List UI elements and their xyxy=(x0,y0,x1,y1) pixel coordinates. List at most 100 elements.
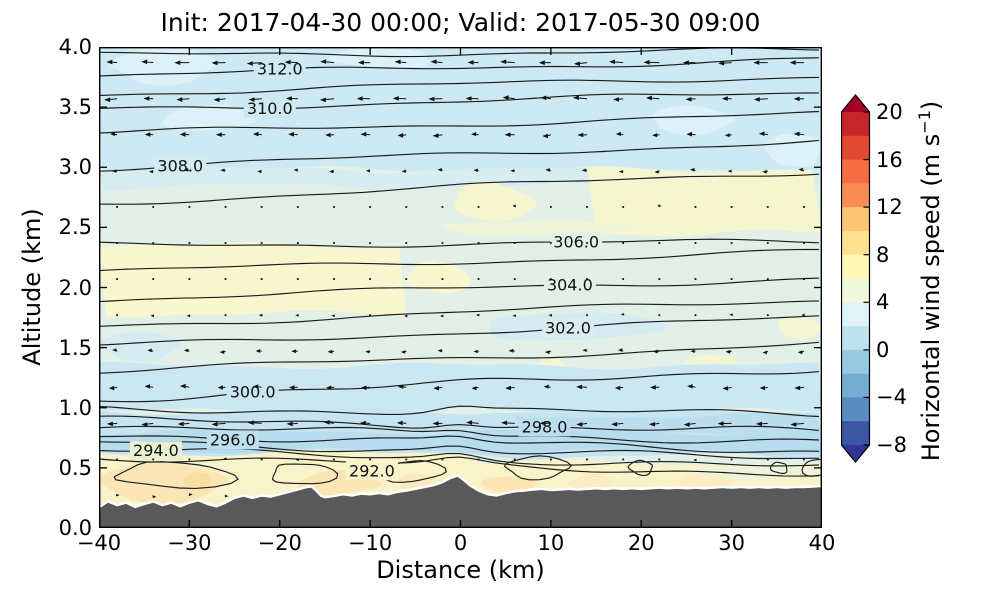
wind-arrow-dot xyxy=(803,278,805,280)
wind-arrow-dot xyxy=(730,458,733,461)
contour-cell-292 xyxy=(504,455,572,481)
wind-arrow-head xyxy=(794,385,801,391)
contour-cell-292 xyxy=(627,459,654,476)
colorbar-tick-label: 20 xyxy=(876,100,903,124)
wind-arrow-dot xyxy=(441,278,444,280)
wind-arrow-head xyxy=(104,97,111,103)
wind-arrow-dot xyxy=(549,242,552,244)
wind-arrow-dot xyxy=(369,458,372,461)
contour-label-bg xyxy=(345,461,398,481)
wind-arrow-shaft xyxy=(799,133,804,136)
colorbar-tick-label: 4 xyxy=(876,290,890,315)
wind-arrow-shaft xyxy=(764,133,768,136)
wind-arrow-head xyxy=(108,385,115,391)
y-tick-label: 3.0 xyxy=(58,155,92,180)
contour-label-bg xyxy=(243,99,296,119)
wind-arrow-dot xyxy=(694,314,697,317)
x-tick-label: 40 xyxy=(808,531,836,555)
wind-arrow-dot xyxy=(513,242,516,244)
wind-arrow-shaft xyxy=(796,422,804,425)
colorbar xyxy=(841,94,871,463)
wind-arrow-shaft xyxy=(115,350,118,352)
wind-speed-fill-region xyxy=(441,221,639,236)
wind-arrow-head xyxy=(325,132,331,138)
wind-speed-fill-region xyxy=(404,260,471,294)
y-tick-label: 1.5 xyxy=(58,335,92,360)
y-tick-label: 1.0 xyxy=(58,395,92,420)
wind-arrow-shaft xyxy=(472,422,479,424)
wind-arrow-shaft xyxy=(689,422,696,425)
colorbar-segment xyxy=(841,254,870,280)
wind-arrow-shaft xyxy=(654,422,660,425)
wind-arrow-head xyxy=(291,349,297,354)
wind-arrow-head xyxy=(758,131,765,136)
wind-arrow-head xyxy=(682,60,689,65)
wind-arrow-shaft xyxy=(476,386,479,389)
wind-arrow-head xyxy=(543,384,549,389)
wind-arrow-dot xyxy=(405,242,408,244)
wind-arrow-shaft xyxy=(441,169,443,172)
wind-arrow-head xyxy=(288,132,294,137)
contour-label: 312.0 xyxy=(257,60,303,79)
wind-arrow-shaft xyxy=(506,61,515,64)
contour-line-301 xyxy=(99,341,820,374)
wind-arrow-dot xyxy=(333,206,335,208)
wind-arrow-head xyxy=(500,59,507,64)
wind-arrow-shaft xyxy=(546,97,551,100)
wind-arrow-shaft xyxy=(151,350,154,352)
wind-arrow-head xyxy=(116,493,120,497)
wind-arrow-dot xyxy=(586,314,588,317)
contour-label-bg xyxy=(550,232,603,252)
plot-area: 312.0 310.0 308.0 306.0 304.0 302.0 300.0 298.0… xyxy=(99,47,822,528)
contour-label-bg xyxy=(154,156,207,176)
wind-arrow-dot xyxy=(405,206,408,208)
wind-arrow-shaft xyxy=(802,169,805,172)
wind-arrow-dot xyxy=(441,242,444,244)
wind-arrow-shaft xyxy=(617,422,624,425)
contour-label: 308.0 xyxy=(157,156,203,175)
wind-arrow-head xyxy=(762,350,767,355)
wind-arrow-head xyxy=(248,97,255,102)
wind-arrow-shaft xyxy=(547,134,552,137)
wind-arrow-head xyxy=(329,169,334,174)
wind-arrow-head xyxy=(433,385,439,391)
contour-label-bg xyxy=(129,441,182,461)
wind-arrow-head xyxy=(652,133,658,138)
wind-arrow-head xyxy=(183,348,189,353)
contour-line-297 xyxy=(99,425,820,444)
wind-arrow-head xyxy=(331,314,335,318)
wind-arrow-head xyxy=(793,131,800,137)
wind-speed-fill-region xyxy=(453,182,538,222)
wind-arrow-head xyxy=(466,420,473,425)
wind-arrow-head xyxy=(613,97,619,102)
wind-arrow-head xyxy=(179,383,186,389)
colorbar-segment xyxy=(841,373,870,399)
wind-arrow-shaft xyxy=(615,61,624,64)
wind-arrow-dot xyxy=(622,278,625,280)
wind-arrow-shaft xyxy=(114,133,118,136)
wind-arrow-dot xyxy=(622,458,625,461)
wind-arrow-dot xyxy=(260,458,263,461)
wind-arrow-shaft xyxy=(110,98,118,100)
wind-arrow-head xyxy=(106,59,113,65)
wind-arrow-head xyxy=(401,169,406,173)
wind-arrow-head xyxy=(392,96,399,101)
wind-arrow-head xyxy=(152,495,157,499)
wind-arrow-shaft xyxy=(182,98,190,100)
wind-arrow-head xyxy=(397,384,404,389)
wind-arrow-dot xyxy=(658,314,661,317)
wind-arrow-shaft xyxy=(150,386,154,388)
wind-arrow-dot xyxy=(730,242,733,244)
wind-arrow-head xyxy=(717,421,724,426)
wind-speed-fill-region xyxy=(566,474,613,491)
x-tick-label: −40 xyxy=(76,531,122,555)
wind-arrow-head xyxy=(501,420,508,426)
x-tick-label: 30 xyxy=(718,531,745,555)
wind-arrow-head xyxy=(689,167,695,172)
wind-arrow-head xyxy=(725,349,731,354)
wind-arrow-head xyxy=(365,350,370,354)
wind-arrow-head xyxy=(141,422,148,427)
y-tick-label: 4.0 xyxy=(58,35,92,59)
wind-arrow-head xyxy=(293,168,298,172)
wind-arrow-head xyxy=(286,421,293,427)
